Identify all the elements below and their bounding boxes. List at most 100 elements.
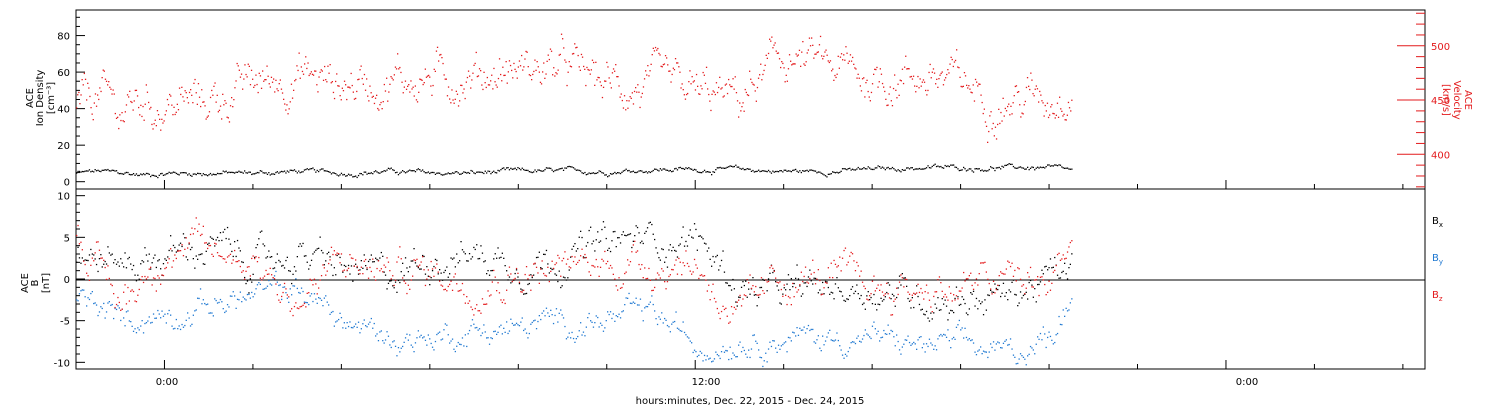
density-point bbox=[1044, 167, 1045, 168]
velocity-point bbox=[120, 120, 121, 121]
bz-point bbox=[543, 273, 544, 274]
bx-point bbox=[617, 237, 618, 238]
top-left-axis: 020406080 bbox=[57, 17, 85, 188]
bz-point bbox=[190, 234, 191, 235]
density-point bbox=[818, 171, 819, 172]
by-point bbox=[500, 325, 501, 326]
by-point bbox=[865, 329, 866, 330]
density-point bbox=[838, 172, 839, 173]
density-point bbox=[234, 172, 235, 173]
bx-point bbox=[103, 264, 104, 265]
by-point bbox=[318, 297, 319, 298]
velocity-point bbox=[171, 105, 172, 106]
density-point bbox=[183, 172, 184, 173]
velocity-point bbox=[586, 67, 587, 68]
velocity-point bbox=[344, 81, 345, 82]
bz-point bbox=[641, 264, 642, 265]
bx-point bbox=[1023, 295, 1024, 296]
bz-point bbox=[348, 268, 349, 269]
velocity-point bbox=[865, 82, 866, 83]
bx-point bbox=[124, 252, 125, 253]
by-point bbox=[324, 298, 325, 299]
bx-point bbox=[334, 267, 335, 268]
by-point bbox=[287, 298, 288, 299]
bx-point bbox=[687, 245, 688, 246]
density-point bbox=[261, 171, 262, 172]
by-point bbox=[458, 342, 459, 343]
bx-point bbox=[660, 260, 661, 261]
top-right-tick-label: 400 bbox=[1431, 150, 1450, 161]
bx-point bbox=[105, 261, 106, 262]
bz-point bbox=[133, 291, 134, 292]
bz-point bbox=[764, 293, 765, 294]
bz-point bbox=[819, 280, 820, 281]
by-point bbox=[939, 335, 940, 336]
density-point bbox=[465, 172, 466, 173]
bz-point bbox=[1020, 279, 1021, 280]
bz-point bbox=[204, 242, 205, 243]
density-point bbox=[459, 174, 460, 175]
velocity-point bbox=[315, 71, 316, 72]
density-point bbox=[166, 173, 167, 174]
density-point bbox=[389, 168, 390, 169]
density-point bbox=[466, 172, 467, 173]
density-point bbox=[119, 173, 120, 174]
density-point bbox=[778, 171, 779, 172]
density-point bbox=[708, 171, 709, 172]
density-point bbox=[510, 168, 511, 169]
bx-point bbox=[396, 292, 397, 293]
density-point bbox=[413, 170, 414, 171]
bz-point bbox=[388, 262, 389, 263]
velocity-point bbox=[514, 69, 515, 70]
velocity-point bbox=[742, 102, 743, 103]
bx-point bbox=[201, 253, 202, 254]
by-point bbox=[697, 356, 698, 357]
bz-point bbox=[708, 285, 709, 286]
by-point bbox=[529, 333, 530, 334]
bx-point bbox=[775, 281, 776, 282]
density-point bbox=[721, 168, 722, 169]
velocity-point bbox=[779, 58, 780, 59]
velocity-point bbox=[574, 43, 575, 44]
bz-point bbox=[342, 270, 343, 271]
by-point bbox=[909, 342, 910, 343]
x-tick-label: 0:00 bbox=[1236, 377, 1258, 388]
bx-point bbox=[452, 259, 453, 260]
bz-point bbox=[812, 260, 813, 261]
by-point bbox=[298, 292, 299, 293]
velocity-point bbox=[1040, 95, 1041, 96]
velocity-point bbox=[749, 71, 750, 72]
bz-point bbox=[314, 279, 315, 280]
density-point bbox=[1003, 167, 1004, 168]
bz-point bbox=[179, 250, 180, 251]
bz-point bbox=[1031, 286, 1032, 287]
velocity-point bbox=[1016, 85, 1017, 86]
density-point bbox=[979, 168, 980, 169]
velocity-point bbox=[465, 98, 466, 99]
bz-point bbox=[99, 250, 100, 251]
density-point bbox=[657, 170, 658, 171]
by-point bbox=[186, 320, 187, 321]
velocity-point bbox=[868, 91, 869, 92]
bz-point bbox=[646, 278, 647, 279]
bz-point bbox=[849, 256, 850, 257]
density-point bbox=[611, 174, 612, 175]
by-point bbox=[552, 314, 553, 315]
by-point bbox=[725, 350, 726, 351]
velocity-point bbox=[406, 89, 407, 90]
velocity-point bbox=[1044, 115, 1045, 116]
bz-point bbox=[932, 311, 933, 312]
bx-point bbox=[483, 261, 484, 262]
density-point bbox=[1054, 164, 1055, 165]
density-point bbox=[516, 169, 517, 170]
by-point bbox=[147, 320, 148, 321]
velocity-point bbox=[470, 87, 471, 88]
by-point bbox=[1029, 354, 1030, 355]
by-point bbox=[127, 310, 128, 311]
bz-point bbox=[789, 297, 790, 298]
density-point bbox=[189, 173, 190, 174]
bx-point bbox=[190, 249, 191, 250]
by-point bbox=[996, 343, 997, 344]
velocity-point bbox=[197, 104, 198, 105]
bz-point bbox=[264, 276, 265, 277]
